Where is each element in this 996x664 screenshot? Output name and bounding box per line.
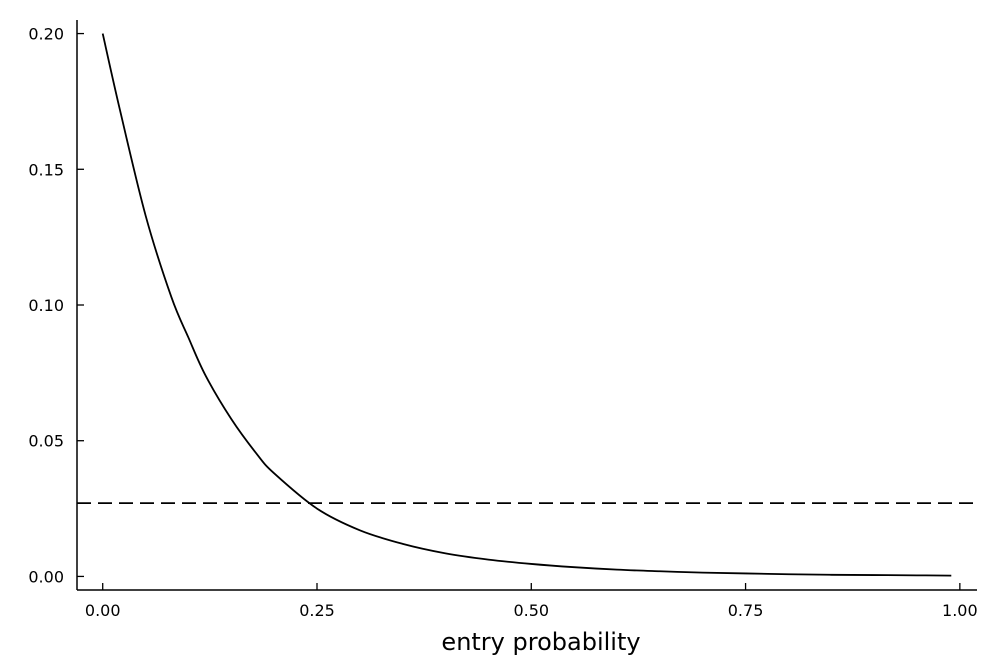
y-tick-label: 0.00 <box>28 567 64 586</box>
x-tick-label: 0.25 <box>299 601 335 620</box>
x-ticks: 0.00 0.25 0.50 0.75 1.00 <box>85 583 978 620</box>
y-tick-label: 0.15 <box>28 160 64 179</box>
y-tick-label: 0.20 <box>28 25 64 44</box>
x-axis-title: entry probability <box>441 628 640 656</box>
y-ticks: 0.00 0.05 0.10 0.15 0.20 <box>28 25 84 586</box>
y-tick-label: 0.10 <box>28 296 64 315</box>
probability-curve <box>101 33 952 577</box>
x-tick-label: 0.75 <box>728 601 764 620</box>
x-tick-label: 0.50 <box>513 601 549 620</box>
y-tick-label: 0.05 <box>28 432 64 451</box>
series-layer <box>77 33 977 577</box>
axes <box>76 20 977 591</box>
x-tick-label: 0.00 <box>85 601 121 620</box>
x-tick-label: 1.00 <box>942 601 978 620</box>
